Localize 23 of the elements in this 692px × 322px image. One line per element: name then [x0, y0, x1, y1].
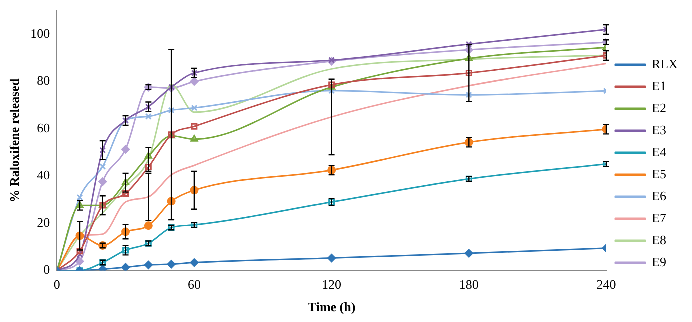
- y-tick-label: 40: [37, 168, 50, 183]
- legend-label: E1: [652, 78, 666, 94]
- x-tick-label: 60: [188, 277, 201, 292]
- x-tick-label: 0: [54, 277, 60, 292]
- y-tick-label: 20: [37, 214, 50, 230]
- y-tick-label: 0: [44, 262, 50, 278]
- legend-label: E4: [652, 144, 667, 160]
- legend-label: E2: [652, 100, 666, 116]
- y-axis-title: % Raloxifene released: [7, 78, 22, 203]
- legend-label: E8: [652, 232, 666, 248]
- y-tick-label: 80: [37, 73, 50, 88]
- legend-label: E6: [652, 188, 667, 204]
- legend-label: E7: [652, 210, 667, 226]
- legend-label: E3: [652, 122, 666, 138]
- legend-label: E5: [652, 166, 666, 182]
- x-tick-label: 240: [596, 277, 616, 292]
- legend-label: RLX: [652, 56, 679, 72]
- x-tick-label: 120: [322, 277, 342, 292]
- y-tick-label: 100: [30, 26, 50, 41]
- legend-label: E9: [652, 254, 666, 270]
- y-tick-label: 60: [37, 120, 50, 136]
- x-axis-title: Time (h): [308, 300, 356, 315]
- x-tick-label: 180: [459, 277, 479, 292]
